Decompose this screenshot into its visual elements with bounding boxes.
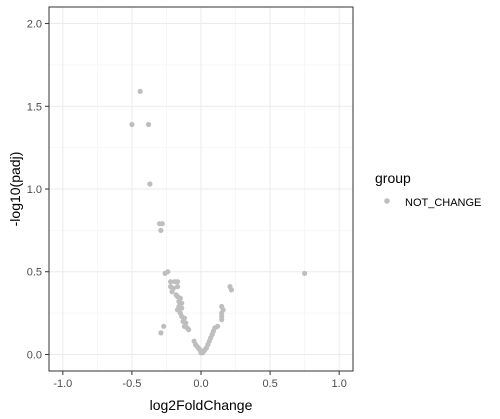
data-point [159, 221, 165, 227]
data-point [168, 279, 174, 285]
legend-label-not-change: NOT_CHANGE [405, 197, 481, 209]
y-tick-label: 0.0 [27, 349, 42, 361]
x-axis-title: log2FoldChange [150, 397, 253, 413]
data-point [169, 289, 175, 295]
data-point [145, 121, 152, 128]
x-tick-label: -0.5 [122, 378, 141, 390]
data-point [302, 270, 308, 276]
legend: group NOT_CHANGE [375, 170, 481, 209]
data-point [219, 303, 225, 310]
x-tick-label: 0.0 [193, 378, 208, 390]
data-point [186, 327, 192, 333]
y-axis-title: -log10(padj) [7, 152, 23, 227]
legend-title: group [375, 170, 411, 186]
data-point [161, 323, 167, 329]
data-point [147, 181, 153, 187]
y-tick-label: 1.5 [27, 101, 42, 113]
data-point [174, 279, 181, 285]
x-axis-ticks: -1.0 -0.5 0.0 0.5 1.0 [53, 371, 347, 390]
x-tick-label: 1.0 [332, 378, 347, 390]
y-tick-label: 0.5 [27, 267, 42, 279]
y-tick-label: 1.0 [27, 184, 42, 196]
x-tick-label: -1.0 [53, 378, 72, 390]
data-point [215, 323, 221, 329]
data-point [165, 269, 171, 275]
data-point [179, 305, 185, 311]
data-point [129, 121, 135, 128]
data-point [158, 227, 164, 233]
y-axis-ticks: 0.0 0.5 1.0 1.5 2.0 [27, 19, 49, 361]
data-point [158, 330, 164, 336]
legend-key-not-change [384, 198, 390, 204]
data-point [174, 284, 181, 290]
data-points [129, 88, 308, 356]
y-tick-label: 2.0 [27, 19, 42, 31]
x-tick-label: 0.5 [262, 378, 277, 390]
data-point [228, 287, 234, 293]
data-point [137, 88, 143, 94]
